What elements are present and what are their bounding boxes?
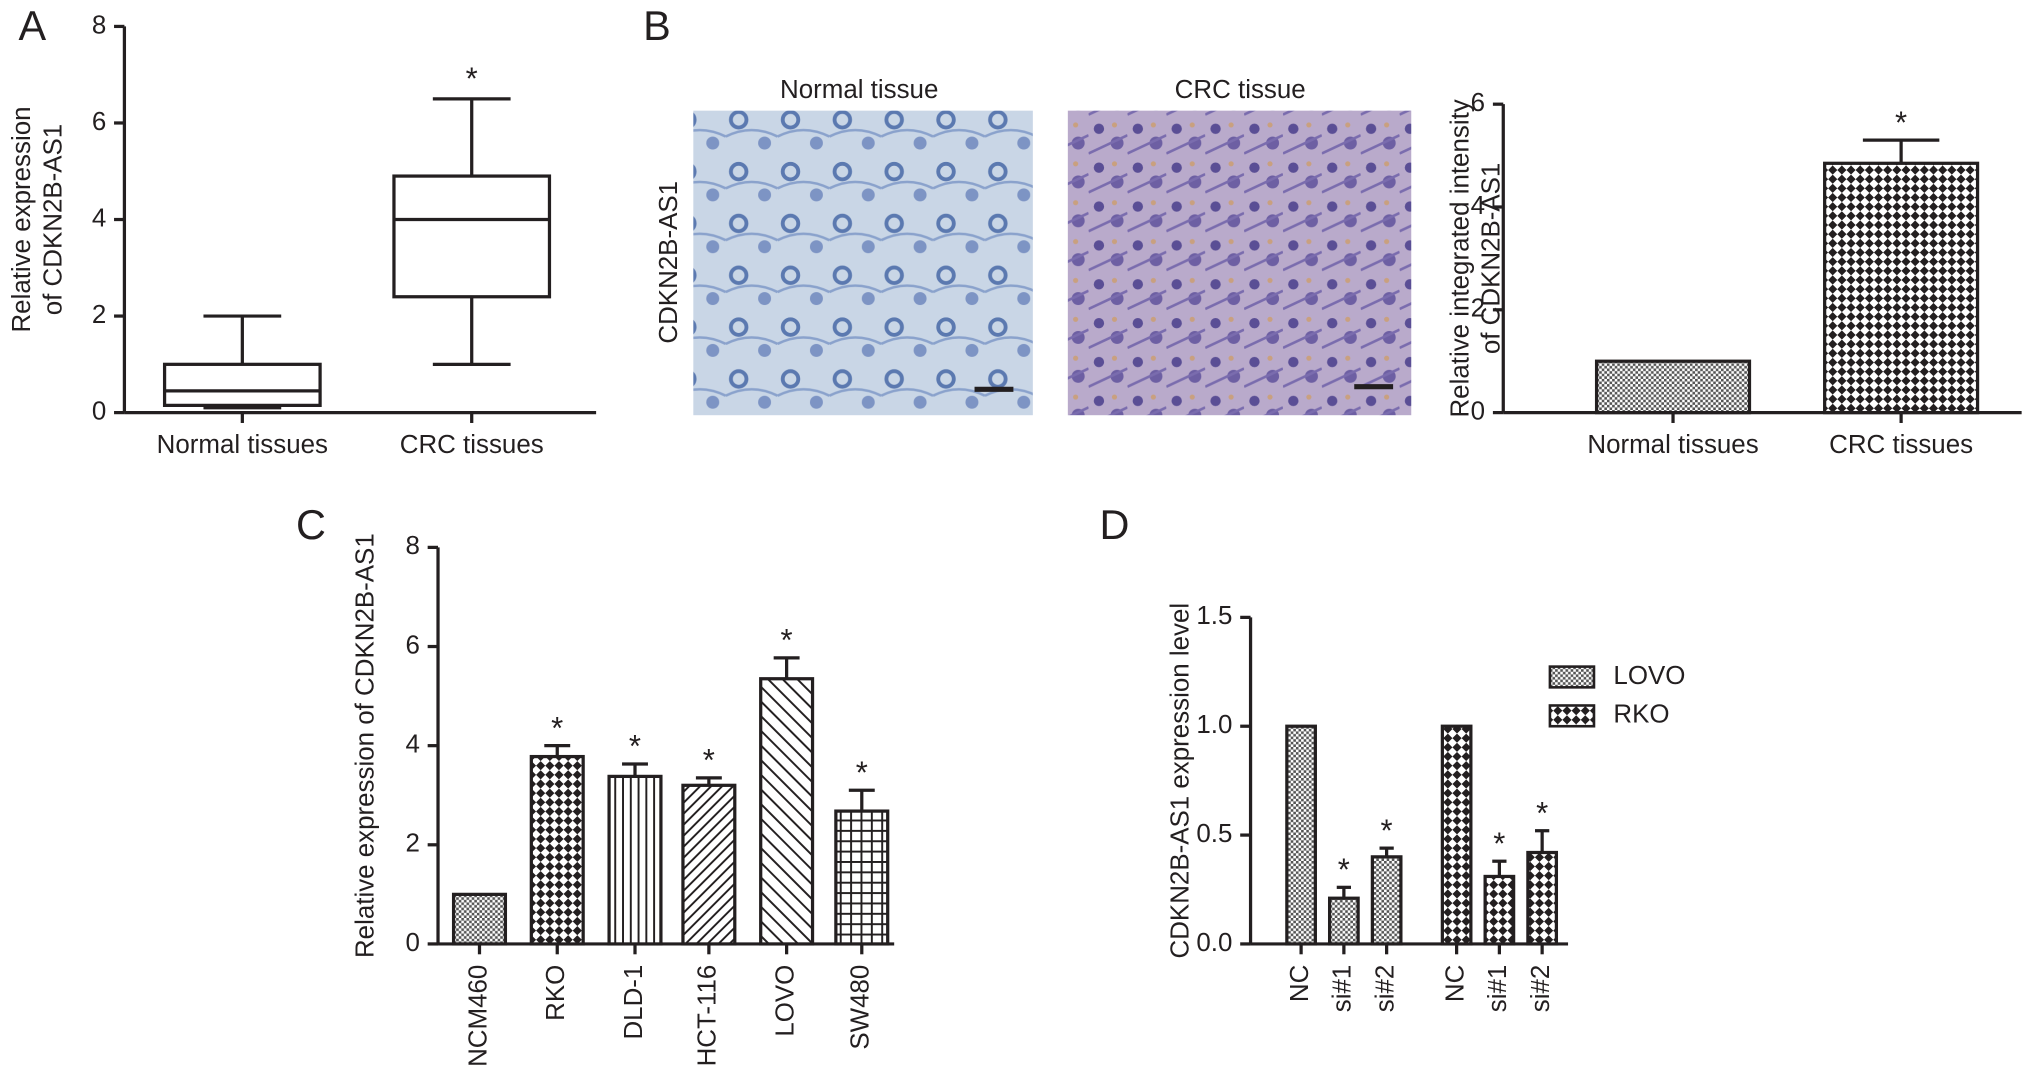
- significance: *: [781, 623, 793, 658]
- y-tick-label: 0: [1471, 397, 1485, 425]
- panel-label: B: [643, 2, 671, 49]
- x-tick-label: SW480: [847, 965, 875, 1050]
- bar: [834, 809, 890, 946]
- box: [392, 174, 552, 299]
- y-axis-label: Relative expression: [8, 106, 36, 332]
- x-tick-label: si#2: [1527, 965, 1555, 1013]
- y-tick-label: 0: [92, 397, 106, 425]
- bar: [1594, 359, 1752, 415]
- y-axis-label: Relative expression of CDKN2B-AS1: [352, 533, 380, 958]
- bar: [1327, 896, 1360, 946]
- significance: *: [856, 755, 868, 790]
- x-tick-label: RKO: [542, 965, 570, 1021]
- significance: *: [1895, 105, 1907, 140]
- significance: *: [466, 61, 478, 96]
- box: [162, 362, 322, 407]
- y-axis-label: CDKN2B-AS1 expression level: [1167, 603, 1195, 959]
- micrograph-normal: [693, 110, 1033, 416]
- y-tick-label: 0.5: [1196, 820, 1232, 848]
- y-axis-label: Relative integrated intensity: [1447, 99, 1475, 417]
- x-tick-label: si#1: [1484, 965, 1512, 1013]
- legend-label: LOVO: [1613, 662, 1685, 690]
- bar: [1285, 724, 1317, 946]
- panel-label: C: [296, 501, 326, 548]
- y-tick-label: 1.0: [1196, 711, 1232, 739]
- y-tick-label: 8: [92, 11, 106, 39]
- x-tick-label: CRC tissues: [1829, 431, 1973, 459]
- significance: *: [1493, 826, 1505, 861]
- y-tick-label: 4: [92, 204, 106, 232]
- x-tick-label: NC: [1286, 965, 1314, 1002]
- x-tick-label: LOVO: [771, 965, 799, 1037]
- significance: *: [551, 710, 563, 745]
- y-tick-label: 0.0: [1196, 929, 1232, 957]
- x-tick-label: CRC tissues: [400, 431, 544, 459]
- y-tick-label: 6: [1471, 89, 1485, 117]
- significance: *: [629, 729, 641, 764]
- y-tick-label: 0: [405, 929, 419, 957]
- x-tick-label: si#1: [1329, 965, 1357, 1013]
- x-tick-label: si#2: [1371, 965, 1399, 1013]
- legend-label: RKO: [1613, 701, 1669, 729]
- significance: *: [1338, 852, 1350, 887]
- micrograph-crc: [1067, 110, 1412, 416]
- image-title: Normal tissue: [780, 76, 938, 104]
- y-tick-label: 4: [405, 731, 419, 759]
- panel-label: A: [19, 2, 47, 49]
- panel-label: D: [1100, 501, 1130, 548]
- y-tick-label: 6: [92, 108, 106, 136]
- y-axis-label: of CDKN2B-AS1: [39, 124, 67, 316]
- bar: [1823, 161, 1980, 415]
- y-tick-label: 8: [405, 532, 419, 560]
- x-tick-label: HCT-116: [694, 965, 722, 1067]
- bar: [451, 892, 508, 946]
- y-tick-label: 6: [405, 631, 419, 659]
- bar: [1440, 724, 1473, 946]
- bar: [759, 677, 815, 946]
- y-tick-label: 2: [405, 830, 419, 858]
- y-tick-label: 1.5: [1196, 602, 1232, 630]
- image-ylabel: CDKN2B-AS1: [655, 181, 683, 344]
- y-tick-label: 2: [92, 301, 106, 329]
- x-tick-label: Normal tissues: [1587, 431, 1758, 459]
- image-title: CRC tissue: [1175, 76, 1306, 104]
- legend-swatch: [1548, 665, 1596, 689]
- bar: [607, 774, 663, 946]
- bar: [1526, 850, 1559, 946]
- legend-swatch: [1548, 704, 1596, 728]
- bar: [1483, 874, 1516, 946]
- y-axis-label: of CDKN2B-AS1: [1478, 163, 1506, 355]
- bar: [681, 783, 737, 946]
- y-tick-label: 4: [1471, 192, 1485, 220]
- significance: *: [703, 743, 715, 778]
- significance: *: [1536, 795, 1548, 830]
- x-tick-label: NC: [1441, 965, 1469, 1002]
- significance: *: [1381, 813, 1393, 848]
- x-tick-label: NCM460: [464, 965, 492, 1067]
- y-tick-label: 2: [1471, 295, 1485, 323]
- x-tick-label: Normal tissues: [157, 431, 328, 459]
- bar: [1370, 855, 1403, 946]
- x-tick-label: DLD-1: [620, 965, 648, 1040]
- bar: [529, 754, 585, 946]
